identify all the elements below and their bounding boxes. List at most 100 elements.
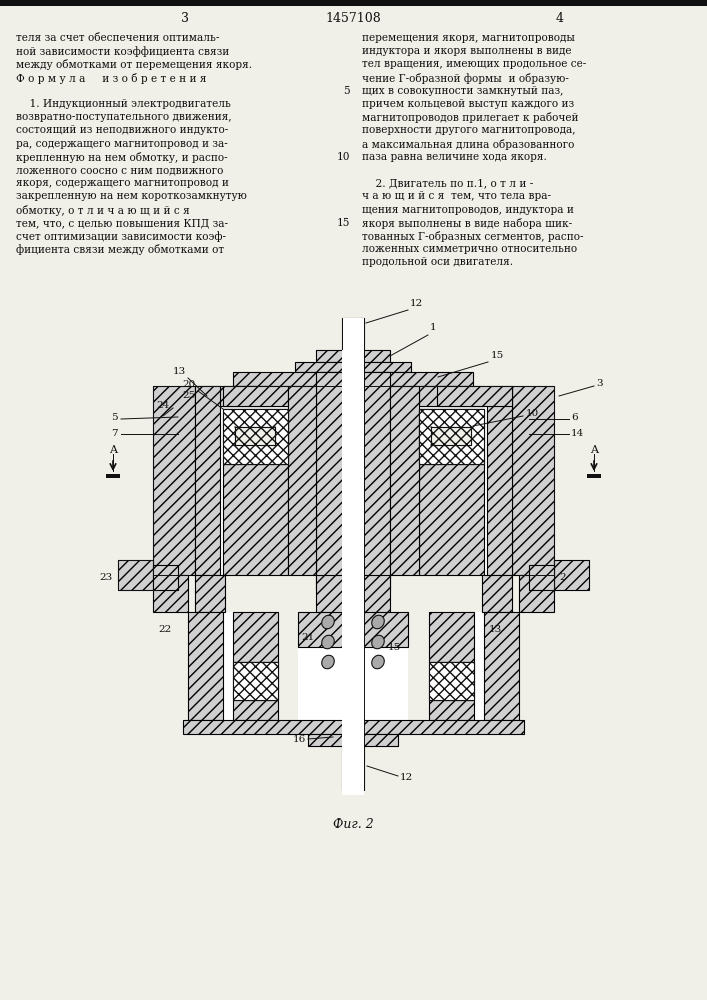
Text: крепленную на нем обмотку, и распо-: крепленную на нем обмотку, и распо- [16, 152, 228, 163]
Text: закрепленную на нем короткозамкнутую: закрепленную на нем короткозамкнутую [16, 191, 247, 201]
Bar [587, 474, 601, 478]
Text: а максимальная длина образованного: а максимальная длина образованного [362, 139, 574, 150]
Bar [429, 612, 474, 662]
Text: якоря, содержащего магнитопровод и: якоря, содержащего магнитопровод и [16, 178, 229, 188]
Bar [233, 662, 278, 700]
Bar [431, 427, 471, 445]
Bar [308, 734, 398, 746]
Bar [233, 662, 278, 700]
Text: 12: 12 [410, 299, 423, 308]
Bar [429, 662, 474, 700]
Bar [233, 612, 278, 662]
Text: продольной оси двигателя.: продольной оси двигателя. [362, 257, 513, 267]
Bar [316, 575, 390, 632]
Bar [223, 386, 288, 406]
Bar [188, 612, 223, 720]
Bar [342, 318, 364, 620]
Text: причем кольцевой выступ каждого из: причем кольцевой выступ каждого из [362, 99, 574, 109]
Text: 1. Индукционный электродвигатель: 1. Индукционный электродвигатель [16, 99, 231, 109]
Bar [437, 386, 512, 406]
Text: 1457108: 1457108 [325, 11, 381, 24]
Text: между обмотками от перемещения якоря.: между обмотками от перемещения якоря. [16, 59, 252, 70]
Bar [529, 565, 554, 590]
Bar [419, 464, 484, 575]
Bar [291, 406, 316, 575]
Text: 10: 10 [337, 152, 350, 162]
Ellipse shape [322, 615, 334, 629]
Text: обмотку, о т л и ч а ю щ и й с я: обмотку, о т л и ч а ю щ и й с я [16, 205, 189, 216]
Bar [235, 427, 275, 445]
Text: магнитопроводов прилегает к рабочей: магнитопроводов прилегает к рабочей [362, 112, 578, 123]
Text: 15: 15 [388, 643, 402, 652]
Ellipse shape [322, 635, 334, 649]
Bar [298, 612, 408, 647]
Bar [295, 362, 411, 372]
Bar [223, 409, 288, 464]
Text: индуктора и якоря выполнены в виде: индуктора и якоря выполнены в виде [362, 46, 571, 56]
Bar [554, 560, 589, 590]
Text: возвратно-поступательного движения,: возвратно-поступательного движения, [16, 112, 232, 122]
Text: 13: 13 [489, 626, 502, 635]
Bar [223, 464, 288, 575]
Text: счет оптимизации зависимости коэф-: счет оптимизации зависимости коэф- [16, 231, 226, 242]
Bar [342, 350, 364, 795]
Text: 15: 15 [337, 218, 350, 228]
Bar [342, 746, 364, 790]
Bar [288, 386, 316, 575]
Bar [431, 427, 471, 445]
Text: 25: 25 [182, 391, 196, 400]
Text: поверхности другого магнитопровода,: поверхности другого магнитопровода, [362, 125, 575, 135]
Bar [223, 409, 288, 464]
Bar [484, 612, 519, 720]
Bar [118, 560, 153, 590]
Text: щих в совокупности замкнутый паз,: щих в совокупности замкнутый паз, [362, 86, 563, 96]
Bar [519, 575, 554, 612]
Bar [487, 386, 512, 575]
Text: 22: 22 [158, 626, 171, 635]
Ellipse shape [322, 655, 334, 669]
Bar [482, 575, 512, 612]
Text: щения магнитопроводов, индуктора и: щения магнитопроводов, индуктора и [362, 205, 574, 215]
Bar [429, 700, 474, 720]
Text: 7: 7 [112, 430, 118, 438]
Bar [106, 474, 120, 478]
Text: 15: 15 [491, 351, 504, 360]
Text: 23: 23 [100, 574, 113, 582]
Text: перемещения якоря, магнитопроводы: перемещения якоря, магнитопроводы [362, 33, 575, 43]
Text: 12: 12 [400, 774, 414, 782]
Text: ложенных симметрично относительно: ложенных симметрично относительно [362, 244, 577, 254]
Text: 5: 5 [344, 86, 350, 96]
Text: ч а ю щ и й с я  тем, что тела вра-: ч а ю щ и й с я тем, что тела вра- [362, 191, 551, 201]
Bar [183, 720, 524, 734]
Text: фициента связи между обмотками от: фициента связи между обмотками от [16, 244, 224, 255]
Bar [316, 372, 390, 590]
Text: 24: 24 [157, 401, 170, 410]
Text: теля за счет обеспечения оптималь-: теля за счет обеспечения оптималь- [16, 33, 219, 43]
Bar [288, 386, 316, 575]
Bar [419, 409, 484, 464]
Bar [220, 406, 223, 575]
Text: ложенного соосно с ним подвижного: ложенного соосно с ним подвижного [16, 165, 223, 175]
Text: 21: 21 [301, 633, 314, 642]
Text: Фиг. 2: Фиг. 2 [332, 818, 373, 831]
Text: 3: 3 [181, 11, 189, 24]
Bar [195, 386, 270, 406]
Bar [298, 647, 408, 720]
Text: 16: 16 [293, 734, 306, 744]
Text: 6: 6 [571, 412, 578, 422]
Text: паза равна величине хода якоря.: паза равна величине хода якоря. [362, 152, 547, 162]
Text: 20: 20 [182, 380, 196, 389]
Bar [153, 386, 195, 575]
Text: тованных Г-образных сегментов, распо-: тованных Г-образных сегментов, распо- [362, 231, 583, 242]
Bar [390, 386, 419, 575]
Text: 1: 1 [430, 323, 437, 332]
Text: ной зависимости коэффициента связи: ной зависимости коэффициента связи [16, 46, 229, 57]
Ellipse shape [372, 655, 385, 669]
Bar [342, 318, 364, 350]
Bar [419, 409, 484, 464]
Bar [195, 386, 220, 575]
Text: 10: 10 [526, 410, 539, 418]
Text: A: A [590, 445, 598, 455]
Bar [512, 386, 554, 575]
Bar [316, 350, 390, 362]
